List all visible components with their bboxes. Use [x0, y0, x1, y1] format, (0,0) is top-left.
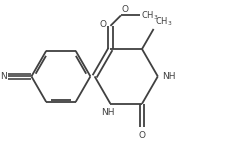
Text: N: N [0, 72, 7, 81]
Text: NH: NH [101, 108, 115, 117]
Text: NH: NH [161, 72, 175, 81]
Text: CH$_3$: CH$_3$ [154, 15, 171, 28]
Text: O: O [121, 5, 128, 14]
Text: O: O [99, 20, 106, 29]
Text: CH$_3$: CH$_3$ [140, 9, 158, 22]
Text: O: O [138, 131, 145, 140]
